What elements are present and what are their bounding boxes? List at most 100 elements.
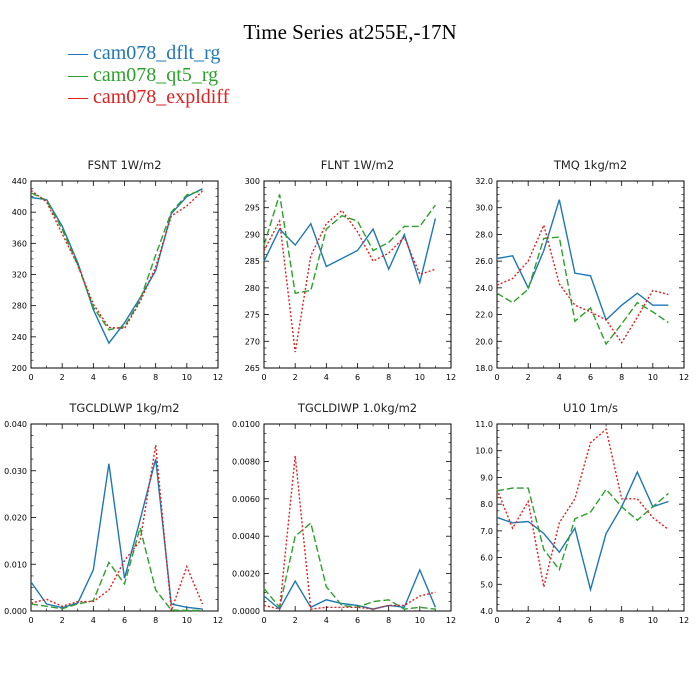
y-tick-label: 440 — [12, 177, 27, 186]
y-tick-label: 275 — [245, 311, 260, 320]
series-line-2 — [30, 444, 204, 611]
y-tick-label: 0.0040 — [232, 532, 260, 541]
y-tick-label: 32.0 — [475, 177, 493, 186]
x-tick-label: 0 — [261, 616, 266, 625]
x-tick-label: 0 — [28, 373, 33, 382]
y-tick-label: 0.010 — [4, 560, 27, 569]
chart-title: TGCLDIWP 1.0kg/m2 — [297, 401, 417, 415]
x-tick-label: 0 — [494, 616, 499, 625]
series-line-2 — [30, 189, 203, 330]
y-tick-label: 6.0 — [480, 554, 493, 563]
x-tick-label: 2 — [293, 616, 298, 625]
x-tick-label: 2 — [293, 373, 298, 382]
series-line-1 — [496, 236, 669, 346]
series-line-1 — [263, 521, 436, 610]
legend-swatch: — — [68, 64, 93, 86]
y-tick-label: 9.0 — [480, 473, 493, 482]
x-tick-label: 6 — [355, 616, 360, 625]
x-tick-label: 4 — [557, 373, 562, 382]
chart-panel-5: U10 1m/s 0 2 4 6 8 10 12 4.0 5.0 6.0 7.0 8.0 9.0 10.0 1… — [475, 401, 689, 625]
y-tick-label: 0.0020 — [232, 570, 260, 579]
x-tick-label: 4 — [324, 373, 329, 382]
plot-frame — [30, 180, 219, 369]
y-tick-label: 4.0 — [480, 607, 493, 616]
series-line-0 — [263, 568, 437, 611]
y-tick-label: 265 — [245, 364, 260, 373]
y-tick-label: 290 — [245, 230, 260, 239]
x-tick-label: 8 — [386, 616, 391, 625]
x-tick-label: 12 — [679, 373, 689, 382]
x-tick-label: 0 — [494, 373, 499, 382]
y-tick-label: 28.0 — [475, 230, 493, 239]
x-tick-label: 10 — [182, 373, 192, 382]
x-tick-label: 6 — [122, 616, 127, 625]
plot-frame — [263, 423, 452, 612]
x-tick-label: 10 — [415, 616, 425, 625]
page-title: Time Series at255E,-17N — [243, 20, 457, 44]
y-tick-label: 8.0 — [480, 500, 493, 509]
chart-title: TMQ 1kg/m2 — [553, 158, 627, 172]
y-tick-label: 7.0 — [480, 527, 493, 536]
series-line-2 — [263, 209, 436, 353]
chart-panel-3: TGCLDLWP 1kg/m2 0 2 4 6 8 10 12 0.000 0.010 0.020 0… — [4, 401, 223, 625]
y-tick-label: 0.0100 — [232, 420, 260, 429]
x-tick-label: 10 — [648, 616, 658, 625]
y-tick-label: 18.0 — [475, 364, 493, 373]
y-tick-label: 300 — [245, 177, 260, 186]
x-tick-label: 4 — [91, 616, 96, 625]
series-line-2 — [496, 428, 669, 588]
chart-panel-1: FLNT 1W/m2 0 2 4 6 8 10 12 265 270 275 280 285 290 295… — [245, 158, 456, 382]
y-tick-label: 0.0000 — [232, 607, 260, 616]
legend-item-qt5: — cam078_qt5_rg — [68, 64, 229, 86]
x-tick-label: 0 — [28, 616, 33, 625]
x-tick-label: 8 — [619, 616, 624, 625]
chart-panel-2: TMQ 1kg/m2 0 2 4 6 8 10 12 18.0 20.0 22.0 24.0 26.0 2… — [475, 158, 689, 382]
x-tick-label: 12 — [213, 616, 223, 625]
y-tick-label: 0.040 — [4, 420, 27, 429]
legend-swatch: — — [68, 86, 93, 108]
series-line-0 — [30, 458, 203, 610]
x-tick-label: 8 — [153, 373, 158, 382]
y-tick-label: 320 — [12, 271, 27, 280]
y-tick-label: 360 — [12, 239, 27, 248]
y-tick-label: 295 — [245, 204, 260, 213]
y-tick-label: 285 — [245, 257, 260, 266]
y-tick-label: 0.000 — [4, 607, 27, 616]
series-line-0 — [30, 188, 203, 345]
plot-frame — [496, 180, 685, 369]
series-line-0 — [496, 199, 669, 322]
y-tick-label: 20.0 — [475, 337, 493, 346]
x-tick-label: 4 — [91, 373, 96, 382]
plot-frame — [496, 423, 685, 612]
y-tick-label: 22.0 — [475, 311, 493, 320]
x-tick-label: 2 — [526, 373, 531, 382]
x-tick-label: 4 — [324, 616, 329, 625]
chart-title: FLNT 1W/m2 — [321, 158, 394, 172]
y-tick-label: 280 — [12, 302, 27, 311]
y-tick-label: 26.0 — [475, 257, 493, 266]
y-tick-label: 270 — [245, 337, 260, 346]
legend-label: cam078_dflt_rg — [93, 42, 221, 64]
x-tick-label: 12 — [446, 616, 456, 625]
x-tick-label: 6 — [122, 373, 127, 382]
x-tick-label: 8 — [153, 616, 158, 625]
y-tick-label: 280 — [245, 284, 260, 293]
series-line-1 — [30, 189, 203, 331]
y-tick-label: 0.0080 — [232, 457, 260, 466]
x-tick-label: 6 — [588, 616, 593, 625]
x-tick-label: 12 — [213, 373, 223, 382]
x-tick-label: 10 — [415, 373, 425, 382]
x-tick-label: 10 — [648, 373, 658, 382]
series-line-2 — [263, 455, 436, 610]
y-tick-label: 24.0 — [475, 284, 493, 293]
x-tick-label: 6 — [355, 373, 360, 382]
y-tick-label: 240 — [12, 333, 27, 342]
x-tick-label: 12 — [679, 616, 689, 625]
y-tick-label: 5.0 — [480, 580, 493, 589]
chart-panel-0: FSNT 1W/m2 0 2 4 6 8 10 12 200 240 280 320 360 400 440 — [12, 158, 223, 382]
x-tick-label: 4 — [557, 616, 562, 625]
y-tick-label: 0.020 — [4, 514, 27, 523]
x-tick-label: 2 — [60, 373, 65, 382]
series-line-0 — [496, 470, 669, 593]
series-line-1 — [496, 487, 669, 572]
